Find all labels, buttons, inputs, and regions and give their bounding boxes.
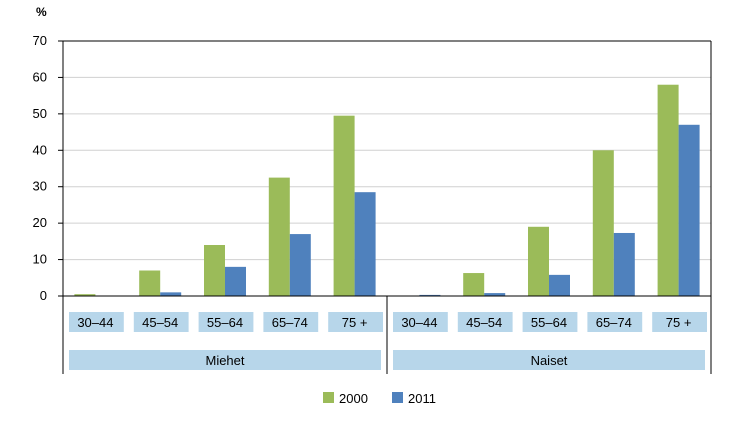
bar-2000 — [592, 150, 614, 296]
category-label: 30–44 — [77, 315, 113, 330]
category-label-bg — [393, 312, 448, 332]
bar-2000 — [463, 273, 485, 296]
y-tick-label: 0 — [40, 288, 47, 303]
bar-2000 — [139, 270, 161, 296]
category-label-bg — [328, 312, 383, 332]
bar-2011 — [160, 292, 182, 296]
category-label-bg — [587, 312, 643, 332]
category-label-bg — [457, 312, 513, 332]
group-label: Naiset — [531, 353, 568, 368]
bar-2011 — [354, 192, 376, 296]
category-label-bg — [133, 312, 189, 332]
axes — [62, 40, 712, 374]
legend-label: 2000 — [339, 391, 368, 406]
category-label: 75 + — [666, 315, 692, 330]
category-label: 55–64 — [207, 315, 243, 330]
category-label: 45–54 — [466, 315, 502, 330]
category-label-bg — [198, 312, 254, 332]
bars — [74, 84, 700, 297]
group-label-bg — [393, 350, 705, 370]
category-label: 55–64 — [531, 315, 567, 330]
bar-2000 — [74, 294, 96, 296]
bar-2011 — [225, 266, 246, 296]
bar-2000 — [657, 84, 679, 296]
category-label: 45–54 — [142, 315, 178, 330]
category-label: 30–44 — [401, 315, 437, 330]
y-tick-label: 10 — [33, 252, 47, 267]
legend-swatch-2000 — [323, 392, 334, 403]
bar-2000 — [268, 177, 290, 296]
y-tick-label: 70 — [33, 33, 47, 48]
bar-2011 — [613, 232, 635, 296]
category-label-bg — [652, 312, 707, 332]
category-label-bg — [263, 312, 319, 332]
bar-2000 — [204, 245, 225, 296]
legend-label: 2011 — [408, 391, 436, 406]
legend-swatch-2011 — [392, 392, 403, 403]
y-tick-label: 40 — [33, 142, 47, 157]
category-label: 65–74 — [596, 315, 632, 330]
group-label-bg — [69, 350, 381, 370]
category-label-bg — [522, 312, 578, 332]
category-label: 65–74 — [272, 315, 308, 330]
bar-2011 — [484, 293, 506, 296]
bar-2011 — [549, 274, 570, 296]
x-axis-labels: 30–44 45–54 55–64 65–74 75 + 30–44 45–54 55–64 6… — [69, 312, 707, 370]
bar-2011 — [678, 124, 700, 297]
y-tick-label: 60 — [33, 69, 47, 84]
bar-2000 — [333, 115, 355, 296]
bar-2000 — [528, 226, 549, 296]
category-label: 75 + — [342, 315, 368, 330]
y-axis-tick-labels: 0 10 20 30 40 50 60 70 — [33, 33, 47, 303]
bar-2011 — [289, 234, 311, 296]
group-label: Miehet — [205, 353, 244, 368]
y-tick-label: 30 — [33, 179, 47, 194]
y-unit-label: % — [36, 5, 47, 19]
y-tick-label: 50 — [33, 106, 47, 121]
y-tick-label: 20 — [33, 215, 47, 230]
legend: 2000 2011 — [323, 391, 436, 406]
category-label-bg — [69, 312, 124, 332]
bar-2011 — [419, 294, 441, 296]
